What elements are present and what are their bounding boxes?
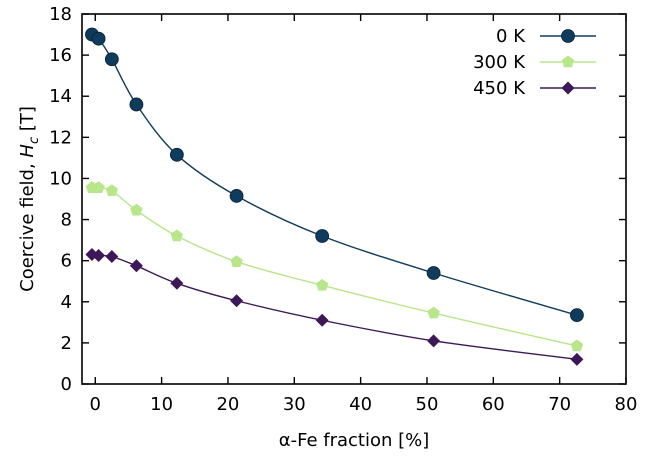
- x-tick-label: 70: [548, 394, 571, 415]
- legend-label: 450 K: [473, 78, 526, 99]
- legend-label: 300 K: [473, 52, 526, 73]
- y-tick-label: 18: [49, 4, 72, 25]
- series-0-k: [85, 27, 584, 323]
- data-point: [129, 259, 143, 273]
- series-450-k: [85, 248, 584, 366]
- x-tick-label: 0: [90, 394, 101, 415]
- y-axis-label-unit: [T]: [17, 106, 38, 137]
- data-point: [105, 250, 119, 264]
- legend-marker: [561, 55, 575, 68]
- y-axis-label-main: Coercive field,: [17, 158, 38, 292]
- data-point: [315, 313, 329, 327]
- data-point: [570, 339, 584, 352]
- data-point: [170, 229, 184, 242]
- series-line: [91, 33, 578, 316]
- y-tick-label: 2: [61, 333, 72, 354]
- data-point: [427, 334, 441, 348]
- y-tick-label: 4: [61, 292, 72, 313]
- data-point: [570, 308, 584, 323]
- x-axis-label: α-Fe fraction [%]: [279, 430, 430, 451]
- legend-label: 0 K: [496, 26, 526, 47]
- y-axis-label: Coercive field, Hc [T]: [17, 106, 42, 292]
- data-point: [92, 249, 106, 263]
- data-point: [169, 147, 184, 162]
- x-tick-label: 20: [216, 394, 239, 415]
- y-axis-label-subscript: c: [27, 137, 42, 144]
- data-point: [170, 276, 184, 290]
- y-axis-label-symbol: H: [17, 144, 38, 158]
- y-tick-label: 0: [61, 374, 72, 395]
- y-tick-label: 14: [49, 86, 72, 107]
- x-tick-label: 40: [349, 394, 372, 415]
- data-point: [230, 255, 243, 267]
- data-point: [92, 181, 105, 193]
- data-point: [426, 266, 441, 280]
- data-point: [230, 294, 244, 308]
- data-point: [91, 31, 106, 46]
- data-point: [104, 52, 119, 67]
- x-tick-label: 80: [615, 394, 638, 415]
- legend: 0 K 300 K 450 K: [473, 26, 596, 99]
- series-300-k: [85, 181, 584, 352]
- data-point: [570, 352, 584, 366]
- series-line: [91, 253, 577, 361]
- axis-ticks: 0 10 20 30 40 50 60 70 80 0 2 4 6 8 10 12 14 16 18: [49, 4, 637, 415]
- legend-marker: [561, 29, 575, 43]
- y-tick-label: 8: [61, 210, 72, 231]
- data-point: [315, 278, 329, 291]
- x-tick-label: 60: [482, 394, 505, 415]
- y-tick-label: 6: [61, 251, 72, 272]
- data-point: [315, 229, 330, 243]
- x-tick-label: 50: [416, 394, 439, 415]
- data-point: [105, 184, 119, 197]
- data-point: [130, 203, 143, 216]
- x-tick-label: 30: [283, 394, 306, 415]
- data-point: [129, 97, 144, 112]
- data-point: [427, 306, 440, 319]
- plot-frame: [81, 13, 627, 385]
- y-tick-label: 16: [49, 45, 72, 66]
- x-tick-label: 10: [150, 394, 173, 415]
- series-layer: [85, 27, 584, 366]
- y-tick-label: 10: [49, 168, 72, 189]
- data-point: [229, 189, 244, 203]
- y-tick-label: 12: [49, 127, 72, 148]
- legend-marker: [561, 81, 575, 95]
